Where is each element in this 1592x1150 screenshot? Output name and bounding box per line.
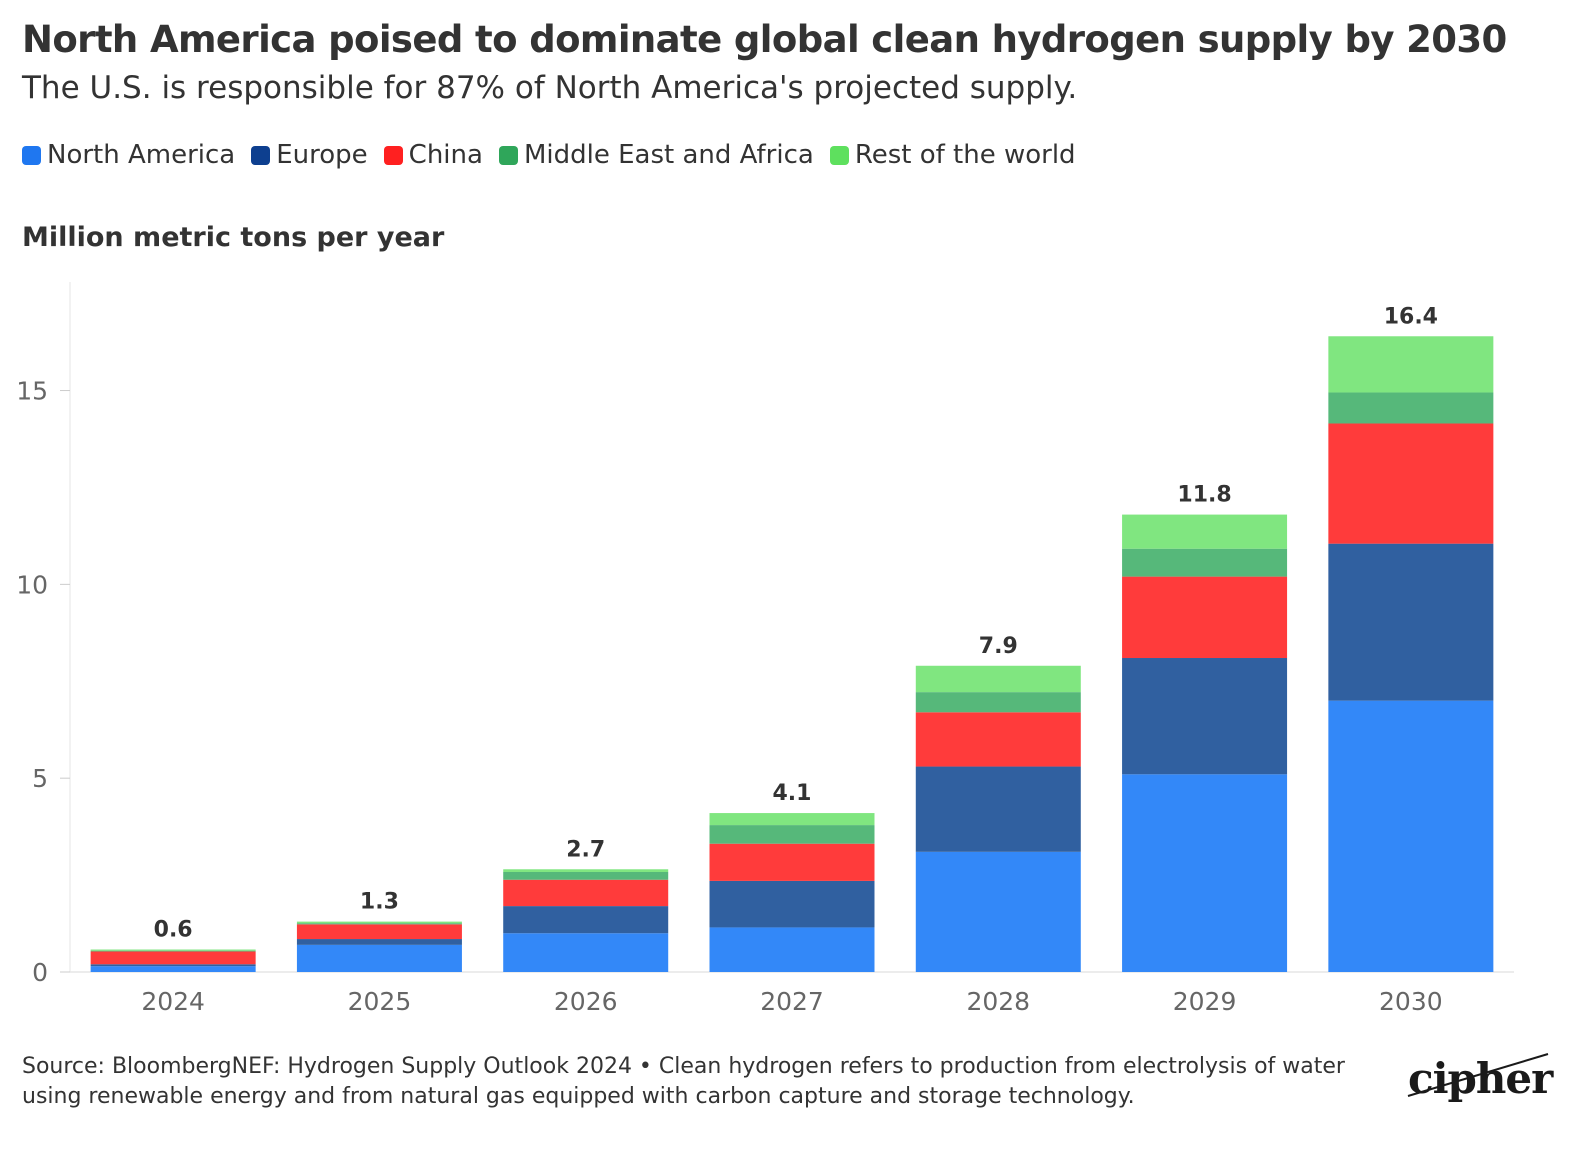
bar-total-label: 2.7 — [566, 837, 605, 862]
bar-total-label: 11.8 — [1177, 483, 1231, 508]
logo-slash-mark — [1407, 1053, 1549, 1097]
bar-segment — [709, 825, 875, 844]
x-tick-label: 2024 — [141, 987, 205, 1016]
x-tick-label: 2030 — [1379, 987, 1443, 1016]
bar-total-label: 16.4 — [1384, 304, 1438, 329]
legend-swatch-rest-of-world — [829, 145, 849, 165]
legend-item-china[interactable]: China — [383, 140, 483, 170]
bar-segment — [1122, 774, 1288, 972]
legend-label-north-america: North America — [47, 140, 236, 170]
bar-segment — [915, 766, 1081, 852]
bar-segment — [915, 851, 1081, 972]
x-tick-label: 2029 — [1173, 987, 1237, 1016]
logo-text: cipher — [1408, 1054, 1553, 1103]
bar-segment — [1328, 543, 1494, 701]
chart-subtitle: The U.S. is responsible for 87% of North… — [22, 70, 1078, 106]
legend: North America Europe China Middle East a… — [22, 140, 1092, 170]
bar-segment — [296, 923, 462, 925]
legend-swatch-middle-east-africa — [498, 145, 518, 165]
bar-segment — [90, 950, 256, 952]
bar-segment — [1122, 576, 1288, 659]
legend-item-europe[interactable]: Europe — [251, 140, 368, 170]
legend-label-europe: Europe — [276, 140, 368, 170]
bar-total-label: 4.1 — [773, 781, 812, 806]
bar-segment — [709, 880, 875, 928]
bar-segment — [1122, 514, 1288, 549]
bar-segment — [915, 665, 1081, 693]
chart-title: North America poised to dominate global … — [22, 18, 1507, 61]
bar-segment — [90, 964, 256, 967]
bar-segment — [503, 906, 669, 934]
bar-segment — [90, 966, 256, 972]
source-footnote: Source: BloombergNEF: Hydrogen Supply Ou… — [22, 1054, 1345, 1109]
bar-segment — [915, 712, 1081, 767]
legend-swatch-europe — [251, 145, 271, 165]
legend-label-rest-of-world: Rest of the world — [854, 140, 1076, 170]
bar-chart: 0 5 10 15 0.6 2024 1.3 2025 2.7 2026 4.1 2027 7.9 202… — [16, 282, 1514, 1016]
bar-segment — [503, 871, 669, 880]
bar-total-label: 7.9 — [979, 634, 1018, 659]
y-tick-label: 0 — [32, 958, 48, 987]
bar-segment — [709, 813, 875, 826]
bar-segment — [1328, 336, 1494, 393]
bar-segment — [709, 927, 875, 972]
y-axis-title: Million metric tons per year — [22, 222, 445, 253]
y-tick-label: 10 — [16, 570, 48, 599]
cipher-logo: cipher — [1406, 1052, 1556, 1112]
x-tick-label: 2026 — [554, 987, 618, 1016]
bar-segment — [915, 692, 1081, 713]
legend-item-rest-of-world[interactable]: Rest of the world — [829, 140, 1076, 170]
bar-segment — [90, 949, 256, 951]
legend-label-middle-east-africa: Middle East and Africa — [523, 140, 814, 170]
legend-swatch-china — [383, 145, 403, 165]
bar-segment — [503, 933, 669, 972]
bar-segment — [1328, 392, 1494, 424]
legend-label-china: China — [408, 140, 483, 170]
x-tick-label: 2027 — [760, 987, 824, 1016]
bar-segment — [1122, 658, 1288, 775]
y-tick-label: 15 — [16, 377, 48, 406]
bar-segment — [1328, 700, 1494, 972]
bar-segment — [90, 951, 256, 965]
bar-segment — [503, 869, 669, 872]
bar-segment — [709, 843, 875, 881]
bar-total-label: 0.6 — [154, 918, 193, 943]
bar-segment — [1122, 548, 1288, 577]
legend-item-middle-east-africa[interactable]: Middle East and Africa — [498, 140, 814, 170]
x-tick-label: 2025 — [348, 987, 412, 1016]
y-tick-label: 5 — [32, 764, 48, 793]
bar-segment — [296, 939, 462, 945]
legend-item-north-america[interactable]: North America — [22, 140, 235, 170]
legend-swatch-north-america — [22, 145, 41, 165]
bar-total-label: 1.3 — [360, 890, 399, 915]
bar-segment — [296, 944, 462, 972]
x-tick-label: 2028 — [966, 987, 1030, 1016]
bar-segment — [296, 921, 462, 924]
bar-segment — [503, 879, 669, 907]
bar-segment — [1328, 423, 1494, 544]
bar-segment — [296, 924, 462, 940]
